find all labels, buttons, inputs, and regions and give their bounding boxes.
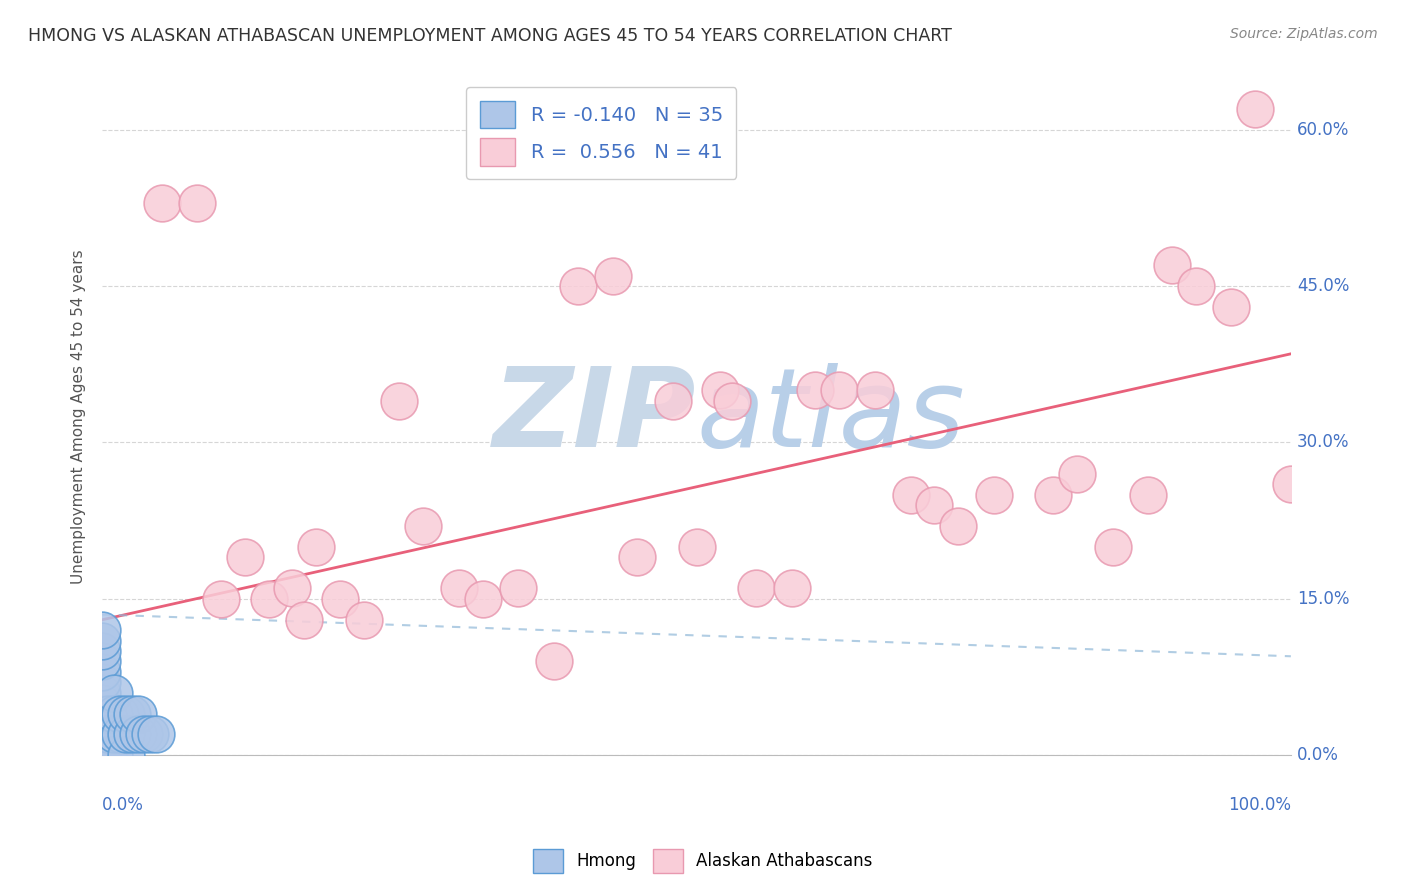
Point xyxy=(1184,279,1206,293)
Text: 100.0%: 100.0% xyxy=(1227,796,1291,814)
Point xyxy=(91,686,114,700)
Point xyxy=(745,582,768,596)
Point xyxy=(1042,488,1064,502)
Point xyxy=(91,623,114,637)
Point xyxy=(108,706,131,721)
Point xyxy=(1244,102,1267,116)
Point xyxy=(353,613,375,627)
Point xyxy=(91,655,114,669)
Text: atlas: atlas xyxy=(696,363,965,470)
Point xyxy=(91,675,114,690)
Point xyxy=(91,706,114,721)
Point xyxy=(281,582,304,596)
Point xyxy=(121,706,143,721)
Point xyxy=(567,279,589,293)
Point xyxy=(91,717,114,731)
Point xyxy=(983,488,1005,502)
Point xyxy=(257,591,280,606)
Point xyxy=(103,686,125,700)
Point xyxy=(780,582,803,596)
Point xyxy=(97,706,120,721)
Text: HMONG VS ALASKAN ATHABASCAN UNEMPLOYMENT AMONG AGES 45 TO 54 YEARS CORRELATION C: HMONG VS ALASKAN ATHABASCAN UNEMPLOYMENT… xyxy=(28,27,952,45)
Point xyxy=(233,550,256,565)
Point xyxy=(91,727,114,741)
Text: 45.0%: 45.0% xyxy=(1296,277,1350,295)
Legend: Hmong, Alaskan Athabascans: Hmong, Alaskan Athabascans xyxy=(526,842,880,880)
Point xyxy=(1220,300,1243,314)
Point xyxy=(626,550,648,565)
Point xyxy=(1279,477,1302,491)
Point xyxy=(103,727,125,741)
Point xyxy=(150,195,173,210)
Point xyxy=(685,540,707,554)
Point xyxy=(447,582,470,596)
Point xyxy=(209,591,232,606)
Point xyxy=(292,613,315,627)
Text: 60.0%: 60.0% xyxy=(1296,120,1350,138)
Point xyxy=(97,727,120,741)
Point xyxy=(91,665,114,679)
Point xyxy=(97,748,120,763)
Text: 15.0%: 15.0% xyxy=(1296,590,1350,608)
Point xyxy=(863,384,886,398)
Point xyxy=(1137,488,1160,502)
Legend: R = -0.140   N = 35, R =  0.556   N = 41: R = -0.140 N = 35, R = 0.556 N = 41 xyxy=(467,87,737,179)
Point xyxy=(305,540,328,554)
Point xyxy=(91,696,114,710)
Point xyxy=(121,727,143,741)
Point xyxy=(709,384,731,398)
Point xyxy=(828,384,851,398)
Point xyxy=(721,393,744,408)
Y-axis label: Unemployment Among Ages 45 to 54 years: Unemployment Among Ages 45 to 54 years xyxy=(72,249,86,583)
Point xyxy=(186,195,208,210)
Point xyxy=(91,633,114,648)
Point xyxy=(127,727,149,741)
Point xyxy=(139,727,162,741)
Point xyxy=(115,706,138,721)
Point xyxy=(329,591,352,606)
Point xyxy=(471,591,494,606)
Point xyxy=(602,268,624,283)
Point xyxy=(804,384,827,398)
Point xyxy=(103,748,125,763)
Text: ZIP: ZIP xyxy=(494,363,696,470)
Point xyxy=(132,727,155,741)
Point xyxy=(388,393,411,408)
Text: Source: ZipAtlas.com: Source: ZipAtlas.com xyxy=(1230,27,1378,41)
Point xyxy=(922,498,945,512)
Text: 30.0%: 30.0% xyxy=(1296,434,1350,451)
Point xyxy=(103,706,125,721)
Point xyxy=(91,748,114,763)
Point xyxy=(127,706,149,721)
Text: 0.0%: 0.0% xyxy=(1296,747,1339,764)
Point xyxy=(508,582,530,596)
Point xyxy=(91,748,114,763)
Point xyxy=(1066,467,1088,481)
Point xyxy=(1101,540,1123,554)
Point xyxy=(145,727,167,741)
Point xyxy=(661,393,683,408)
Point xyxy=(91,748,114,763)
Point xyxy=(115,727,138,741)
Point xyxy=(543,655,565,669)
Point xyxy=(412,519,434,533)
Point xyxy=(91,748,114,763)
Text: 0.0%: 0.0% xyxy=(103,796,143,814)
Point xyxy=(91,644,114,658)
Point xyxy=(91,748,114,763)
Point xyxy=(900,488,922,502)
Point xyxy=(946,519,969,533)
Point xyxy=(1161,258,1184,272)
Point xyxy=(108,727,131,741)
Point xyxy=(115,748,138,763)
